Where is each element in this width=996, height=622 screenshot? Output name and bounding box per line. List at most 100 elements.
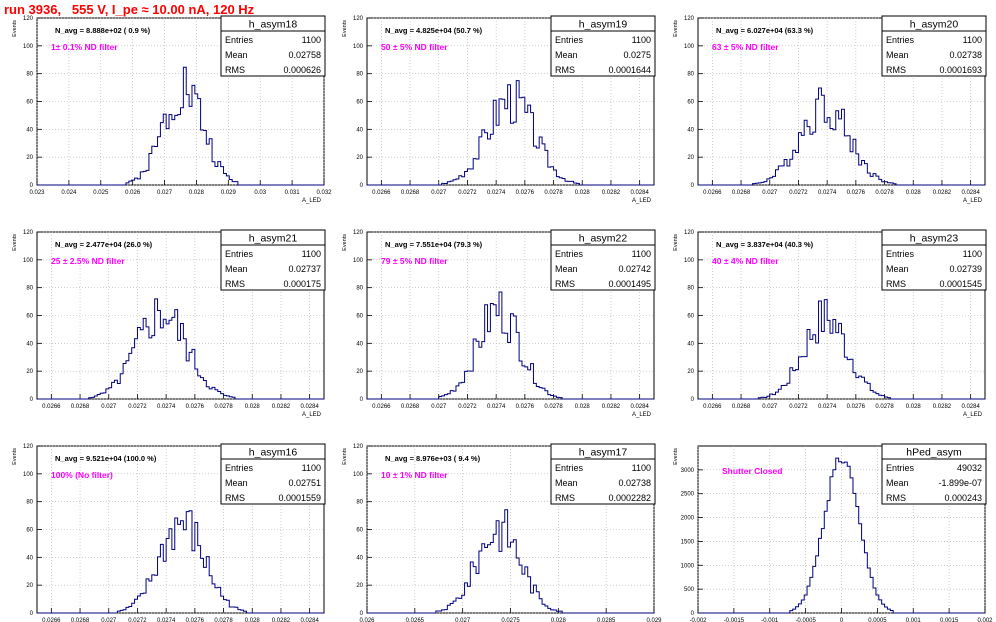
y-tick-label: 120: [684, 230, 695, 236]
navg-label: N_avg = 3.837e+04 (40.3 %): [716, 240, 814, 249]
x-tick-label: 0.0266: [703, 190, 722, 196]
histogram-title: h_asym17: [579, 447, 628, 459]
navg-label: N_avg = 8.976e+03 ( 9.4 %): [385, 454, 481, 463]
x-tick-label: 0.0276: [516, 404, 535, 410]
y-tick-label: 120: [353, 16, 364, 22]
x-tick-label: 0.0276: [847, 404, 866, 410]
stats-box: [550, 15, 656, 77]
stat-label: RMS: [555, 65, 575, 75]
x-tick-label: 0.0272: [458, 404, 477, 410]
histogram-title: h_asym20: [910, 19, 959, 31]
x-tick-label: 0.027: [762, 404, 778, 410]
histogram-title: h_asym18: [249, 19, 298, 31]
x-tick-label: 0.0278: [875, 190, 894, 196]
x-axis-label: A_LED: [302, 198, 322, 204]
stat-value: 0.02758: [288, 50, 321, 60]
navg-label: N_avg = 6.027e+04 (63.3 %): [716, 26, 814, 35]
y-tick-label: 80: [26, 286, 33, 292]
y-axis-label: Events: [673, 20, 679, 37]
x-tick-label: 0.0276: [847, 190, 866, 196]
filter-annotation: Shutter Closed: [722, 466, 782, 476]
y-tick-label: 60: [356, 100, 363, 106]
y-tick-label: 3000: [681, 468, 695, 474]
stat-value: 0.0001495: [608, 279, 651, 289]
y-tick-label: 80: [356, 72, 363, 78]
y-tick-label: 100: [684, 258, 695, 264]
y-tick-label: 120: [23, 230, 34, 236]
x-axis-label: A_LED: [632, 198, 652, 204]
stat-label: RMS: [225, 279, 245, 289]
x-tick-label: 0.026: [359, 618, 375, 622]
stat-label: Entries: [886, 463, 915, 473]
y-tick-label: 100: [353, 44, 364, 50]
y-tick-label: 40: [687, 341, 694, 347]
x-tick-label: 0.0272: [458, 190, 477, 196]
histogram-line: [367, 509, 654, 614]
x-tick-label: 0.0274: [157, 404, 176, 410]
histogram-line: [367, 80, 654, 186]
stat-label: Mean: [225, 50, 248, 60]
x-tick-label: 0.028: [575, 404, 591, 410]
x-axis-label: A_LED: [632, 412, 652, 418]
y-tick-label: 0: [30, 611, 34, 617]
histogram-panel-h_asym23: 0.0266 0.0268 0.027 0.0272 0.0274 0.0276 0.027…: [673, 229, 987, 418]
y-axis-label: Events: [12, 234, 18, 251]
y-tick-label: 20: [356, 155, 363, 161]
stat-value: 0.0001559: [278, 493, 321, 503]
y-tick-label: 20: [687, 369, 694, 375]
stat-value: -1.899e-07: [938, 478, 982, 488]
x-tick-label: 0.0268: [732, 190, 751, 196]
stat-label: Mean: [225, 264, 248, 274]
stat-label: Mean: [225, 478, 248, 488]
x-tick-label: 0.028: [575, 190, 591, 196]
filter-annotation: 1± 0.1% ND filter: [51, 42, 118, 52]
x-tick-label: 0.028: [906, 404, 922, 410]
y-tick-label: 0: [691, 183, 695, 189]
x-tick-label: 0.027: [455, 618, 471, 622]
x-tick-label: 0.0276: [186, 404, 205, 410]
stat-value: 0.0002282: [608, 493, 651, 503]
x-tick-label: 0.0274: [157, 618, 176, 622]
y-tick-label: 60: [26, 528, 33, 534]
x-tick-label: 0.0272: [128, 404, 147, 410]
y-tick-label: 80: [687, 286, 694, 292]
y-axis-label: Events: [342, 20, 348, 37]
filter-annotation: 79 ± 5% ND filter: [381, 256, 448, 266]
y-tick-label: 100: [353, 472, 364, 478]
x-tick-label: 0.025: [93, 190, 109, 196]
stat-value: 0.02738: [618, 478, 651, 488]
page-title: run 3936, 555 V, I_pe ≈ 10.00 nA, 120 Hz: [4, 2, 255, 17]
stat-label: Entries: [225, 463, 254, 473]
stat-label: RMS: [886, 279, 906, 289]
stat-value: 49032: [957, 463, 982, 473]
x-tick-label: 0.027: [157, 190, 173, 196]
stat-value: 0.000175: [283, 279, 321, 289]
stat-label: Mean: [886, 264, 909, 274]
stats-box: [550, 229, 656, 291]
x-tick-label: 0.0282: [933, 190, 952, 196]
x-tick-label: 0.0272: [128, 618, 147, 622]
y-tick-label: 40: [687, 127, 694, 133]
x-tick-label: 0.027: [762, 190, 778, 196]
stats-box: [881, 229, 987, 291]
stat-value: 1100: [632, 249, 651, 259]
x-tick-label: 0.0282: [602, 404, 621, 410]
y-tick-label: 100: [353, 258, 364, 264]
x-tick-label: 0.0282: [933, 404, 952, 410]
stat-label: RMS: [225, 493, 245, 503]
x-tick-label: 0.0265: [406, 618, 425, 622]
y-tick-label: 100: [684, 44, 695, 50]
x-tick-label: 0.028: [245, 618, 261, 622]
stat-value: 0.02742: [618, 264, 651, 274]
x-tick-label: 0.0284: [961, 190, 980, 196]
histogram-panel-h_asym16: 0.0266 0.0268 0.027 0.0272 0.0274 0.0276 0.027…: [12, 443, 326, 622]
y-tick-label: 20: [356, 369, 363, 375]
x-axis-label: A_LED: [963, 198, 983, 204]
y-tick-label: 100: [23, 44, 34, 50]
x-tick-label: 0.0272: [789, 190, 808, 196]
histogram-panel-h_asym17: 0.026 0.0265 0.027 0.0275 0.028 0.0285 0.029 0 2…: [342, 443, 662, 622]
stat-label: Mean: [555, 264, 578, 274]
stat-value: 0.02739: [949, 264, 982, 274]
histogram-panel-h_asym21: 0.0266 0.0268 0.027 0.0272 0.0274 0.0276 0.027…: [12, 229, 326, 418]
x-tick-label: 0.029: [221, 190, 237, 196]
